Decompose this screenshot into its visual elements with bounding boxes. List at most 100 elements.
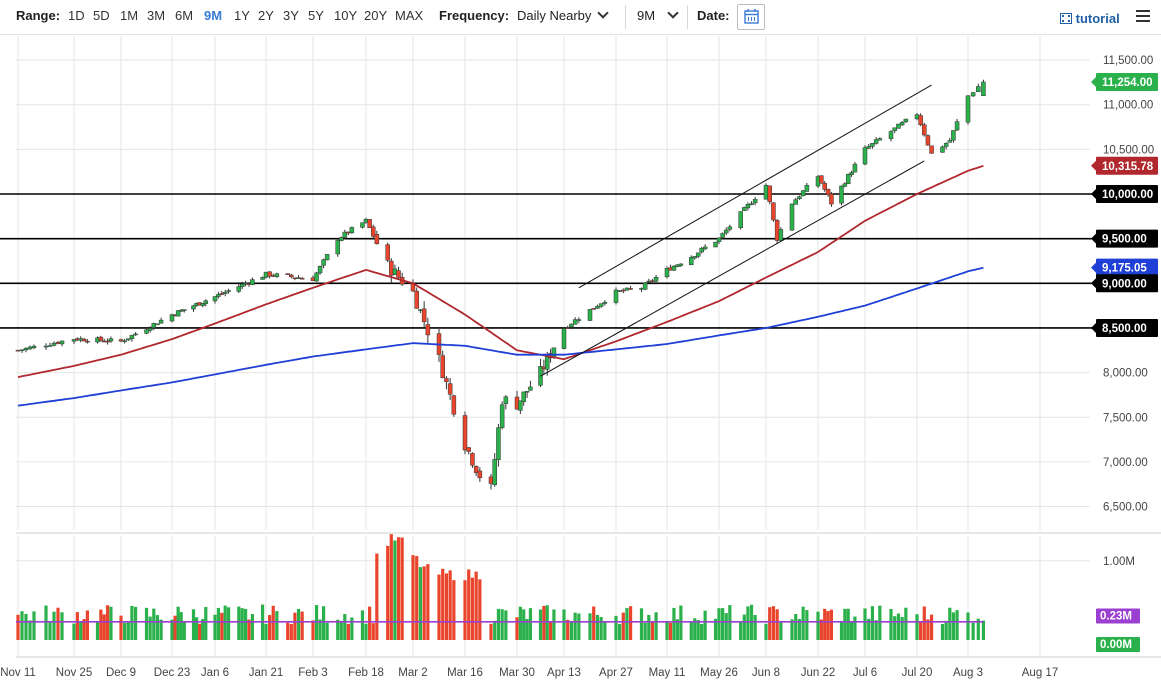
volume-bar	[173, 615, 177, 640]
volume-bar	[816, 611, 820, 640]
volume-bar	[846, 608, 850, 640]
candle-body	[888, 131, 894, 139]
menu-icon[interactable]	[1136, 10, 1150, 22]
candle	[829, 192, 834, 207]
volume-bar	[548, 622, 553, 640]
period-dropdown[interactable]: 9M	[637, 7, 679, 23]
volume-bar	[919, 621, 923, 640]
range-button-5d[interactable]: 5D	[93, 8, 110, 23]
candle-body	[349, 227, 355, 234]
candle	[451, 394, 457, 417]
candle-body	[47, 345, 53, 347]
time-axis-label: Aug 3	[953, 667, 983, 679]
candle	[825, 188, 831, 197]
volume-bar	[522, 609, 526, 640]
range-button-5y[interactable]: 5Y	[308, 8, 324, 23]
tutorial-link[interactable]: tutorial	[1060, 11, 1120, 26]
range-button-1d[interactable]: 1D	[68, 8, 85, 23]
candle-body	[621, 289, 626, 292]
frequency-value: Daily Nearby	[517, 8, 592, 23]
volume-bar	[944, 620, 948, 640]
volume-bar	[105, 605, 110, 640]
sma200-tag: 9,175.05	[1102, 263, 1147, 275]
volume-bar	[24, 613, 28, 640]
volume-bar	[843, 608, 847, 640]
sma200-tag-pointer	[1091, 262, 1096, 273]
range-button-9m[interactable]: 9M	[204, 8, 223, 23]
candle-body	[496, 427, 501, 461]
candle	[200, 303, 205, 308]
candle-body	[576, 319, 582, 321]
candle-body	[236, 286, 242, 292]
volume-bar	[213, 614, 217, 640]
candle	[122, 338, 127, 344]
candle-body	[191, 305, 196, 310]
candle	[929, 145, 934, 154]
candle	[653, 274, 659, 284]
candle	[642, 282, 648, 291]
candle-body	[862, 147, 868, 165]
candle	[155, 323, 160, 326]
volume-bar	[102, 614, 106, 640]
candle	[877, 137, 883, 141]
range-button-3m[interactable]: 3M	[147, 8, 166, 23]
volume-bar	[573, 612, 577, 640]
volume-bar	[289, 624, 293, 640]
range-button-20y[interactable]: 20Y	[364, 8, 388, 23]
range-button-max[interactable]: MAX	[395, 8, 424, 23]
volume-bar	[703, 610, 707, 640]
candle	[496, 423, 501, 467]
volume-bar	[853, 616, 857, 640]
volume-bar	[768, 607, 772, 640]
toolbar-divider	[625, 5, 626, 29]
candle	[212, 296, 218, 304]
volume-bar	[194, 617, 199, 640]
date-picker-button[interactable]	[737, 4, 765, 30]
candle-body	[182, 309, 187, 311]
volume-bar	[893, 616, 897, 640]
candle-body	[440, 355, 445, 379]
candle	[324, 254, 330, 261]
volume-bar	[863, 608, 867, 640]
level-8500-tag: 8,500.00	[1102, 323, 1147, 335]
candle-body	[675, 264, 680, 267]
candle-body	[524, 390, 530, 393]
candle-body	[250, 279, 255, 285]
candle	[222, 289, 228, 297]
range-button-1m[interactable]: 1M	[120, 8, 139, 23]
candle-body	[873, 139, 879, 144]
candle-body	[289, 274, 294, 278]
candle	[892, 127, 897, 134]
time-axis-label: Apr 13	[547, 667, 581, 679]
candle-body	[752, 199, 758, 204]
candle	[842, 182, 848, 188]
frequency-dropdown[interactable]: Daily Nearby	[517, 7, 610, 23]
range-button-2y[interactable]: 2Y	[258, 8, 274, 23]
candle	[524, 390, 530, 398]
candle	[528, 380, 533, 391]
level-10000-tag-bg	[1096, 185, 1158, 203]
volume-bar	[797, 618, 802, 640]
candle-body	[965, 95, 971, 123]
sma200-line	[17, 266, 984, 407]
range-button-10y[interactable]: 10Y	[334, 8, 358, 23]
range-button-6m[interactable]: 6M	[175, 8, 194, 23]
candle-body	[85, 340, 90, 343]
candle-body	[367, 219, 372, 228]
candle	[873, 137, 879, 145]
candle	[216, 291, 221, 299]
time-axis-label: Nov 25	[56, 667, 92, 679]
candle	[203, 299, 209, 307]
volume-bar	[268, 615, 272, 640]
volume-bar	[839, 622, 844, 640]
volume-bar	[647, 614, 651, 640]
range-button-3y[interactable]: 3Y	[283, 8, 299, 23]
time-axis-label: Jan 21	[249, 667, 284, 679]
volume-bar	[966, 612, 970, 640]
candle-body	[144, 329, 149, 334]
candle-body	[903, 118, 909, 123]
range-button-1y[interactable]: 1Y	[234, 8, 250, 23]
level-9500-tag-pointer	[1091, 233, 1096, 244]
channel-line-lower	[540, 160, 925, 377]
candle-body	[108, 338, 114, 342]
